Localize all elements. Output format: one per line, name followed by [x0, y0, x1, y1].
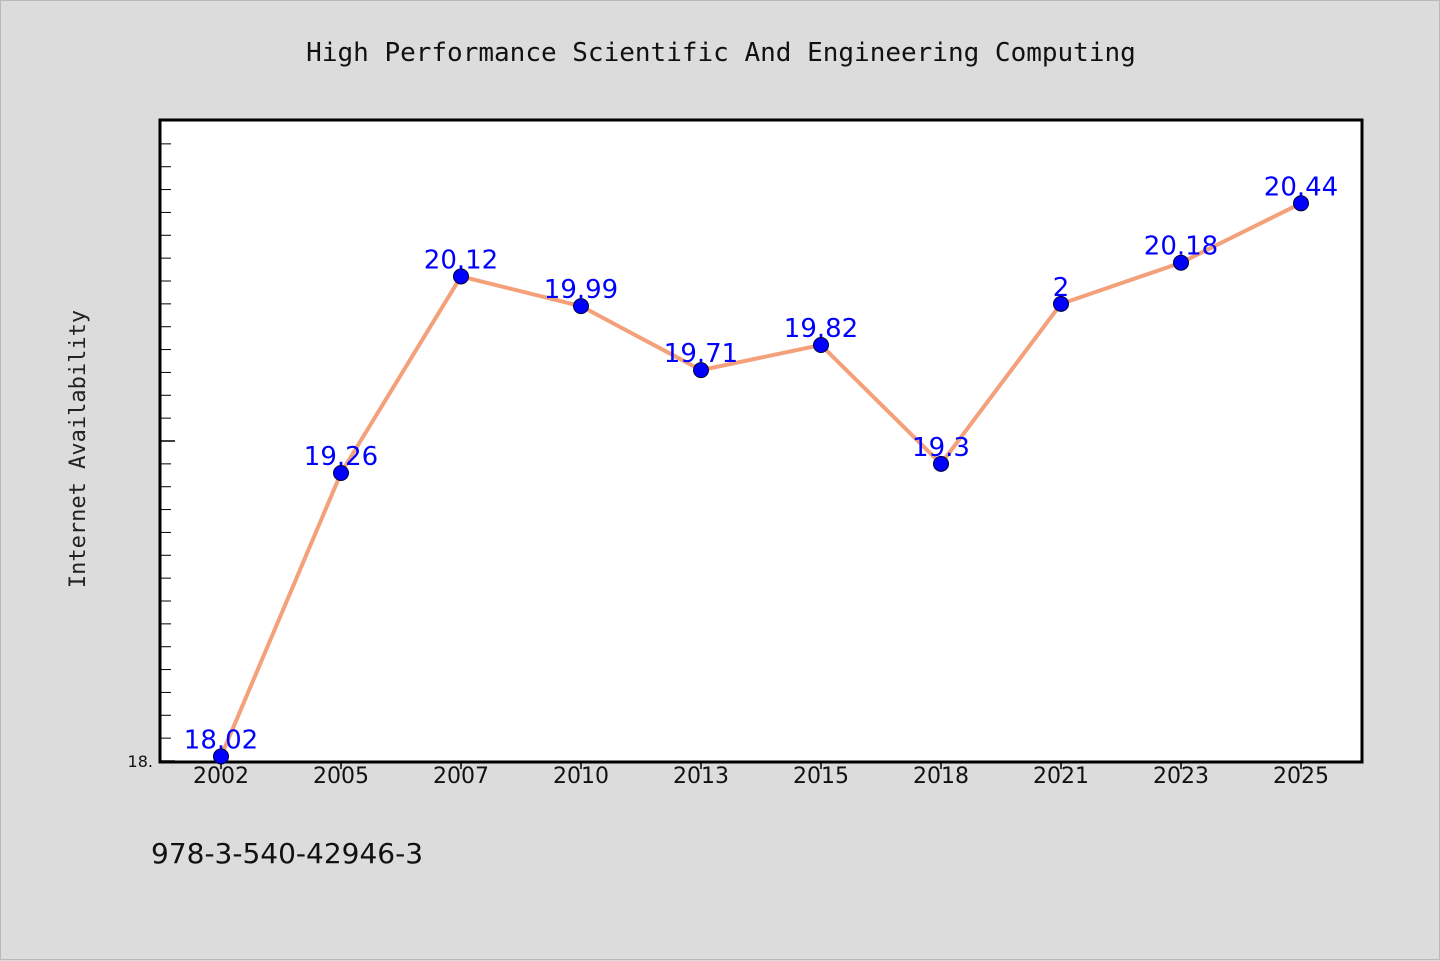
x-tick-label: 2015 — [793, 764, 849, 789]
data-label: 19.82 — [784, 314, 858, 344]
chart-title: High Performance Scientific And Engineer… — [306, 38, 1136, 68]
y-axis-label: Internet Availability — [66, 310, 91, 588]
x-tick-label: 2005 — [313, 764, 369, 789]
plot-area — [158, 118, 1364, 764]
x-tick-label: 2002 — [193, 764, 249, 789]
data-point — [333, 465, 349, 481]
x-tick-label: 2013 — [673, 764, 729, 789]
data-point — [693, 362, 709, 379]
data-point — [213, 748, 229, 765]
data-point — [1173, 254, 1189, 271]
series-line — [219, 201, 1303, 759]
data-label: 19.26 — [304, 442, 378, 472]
footer-text: 978-3-540-42946-3 — [151, 837, 423, 870]
y-ticks: 18. — [128, 143, 175, 771]
y-tick-label: 18. — [128, 752, 153, 771]
data-label: 20.18 — [1144, 232, 1218, 262]
x-tick-label: 2023 — [1153, 764, 1209, 789]
x-ticks: 2002 2005 2007 2010 2013 2015 2018 2021 2023 2025 — [193, 761, 1329, 789]
x-tick-label: 2025 — [1273, 764, 1329, 789]
markers — [213, 195, 1309, 765]
data-point — [1293, 195, 1309, 212]
x-tick-label: 2007 — [433, 764, 489, 789]
x-tick-label: 2021 — [1033, 764, 1089, 789]
data-label: 19.99 — [544, 275, 618, 305]
data-label: 2 — [1053, 273, 1070, 303]
data-label: 20.44 — [1264, 172, 1338, 202]
data-point — [453, 268, 469, 285]
data-label: 19.3 — [912, 433, 970, 463]
data-point — [933, 455, 949, 472]
data-labels: 18.02 19.26 20.12 19.99 19.71 19.82 19.3 2 20.18… — [184, 172, 1338, 755]
data-label: 20.12 — [424, 245, 498, 275]
data-label: 18.02 — [184, 725, 258, 755]
data-label: 19.71 — [664, 339, 738, 369]
data-point — [813, 337, 829, 353]
x-tick-label: 2010 — [553, 764, 609, 789]
x-tick-label: 2018 — [913, 764, 969, 789]
data-point — [573, 298, 589, 315]
data-point — [1053, 295, 1069, 312]
